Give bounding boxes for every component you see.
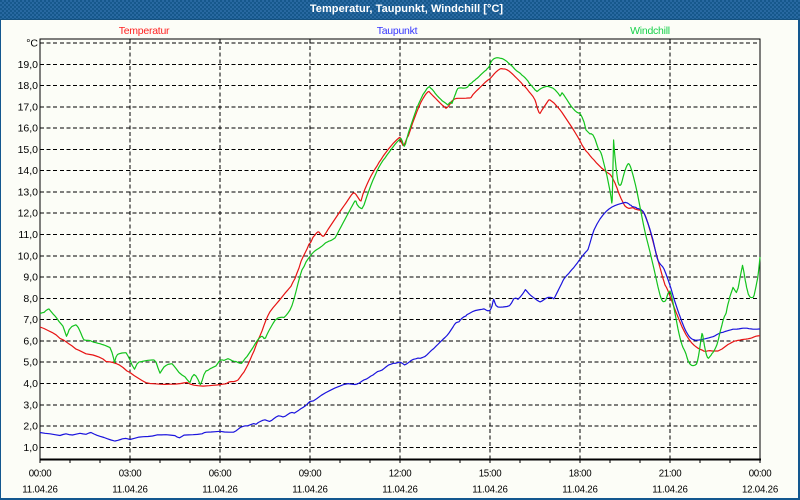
svg-text:14,0: 14,0 [18,165,39,177]
svg-text:12,0: 12,0 [18,208,39,220]
svg-text:17,0: 17,0 [18,101,39,113]
svg-text:12:00: 12:00 [389,469,412,480]
svg-text:16,0: 16,0 [18,123,39,135]
svg-text:21:00: 21:00 [659,469,682,480]
svg-text:11.04.26: 11.04.26 [292,485,327,496]
svg-text:6,0: 6,0 [23,335,38,347]
svg-text:15,0: 15,0 [18,144,39,156]
svg-text:18:00: 18:00 [569,469,592,480]
svg-text:11.04.26: 11.04.26 [472,485,507,496]
svg-text:4,0: 4,0 [23,378,38,390]
svg-text:00:00: 00:00 [29,469,52,480]
svg-text:11.04.26: 11.04.26 [652,485,687,496]
svg-text:°C: °C [26,38,38,50]
svg-text:11.04.26: 11.04.26 [202,485,237,496]
svg-text:11.04.26: 11.04.26 [562,485,597,496]
svg-text:03:00: 03:00 [119,469,142,480]
svg-text:10,0: 10,0 [18,250,39,262]
svg-text:2,0: 2,0 [23,421,38,433]
svg-text:11.04.26: 11.04.26 [22,485,57,496]
svg-text:9,0: 9,0 [23,272,38,284]
svg-text:11.04.26: 11.04.26 [112,485,147,496]
svg-text:5,0: 5,0 [23,357,38,369]
svg-text:13,0: 13,0 [18,187,39,199]
svg-text:15:00: 15:00 [479,469,502,480]
svg-text:11,0: 11,0 [18,229,38,241]
svg-text:7,0: 7,0 [23,314,38,326]
svg-text:11.04.26: 11.04.26 [382,485,417,496]
svg-text:8,0: 8,0 [23,293,38,305]
svg-text:06:00: 06:00 [209,469,232,480]
svg-text:12.04.26: 12.04.26 [742,485,778,496]
svg-text:3,0: 3,0 [23,399,38,411]
svg-text:09:00: 09:00 [299,469,322,480]
svg-text:18,0: 18,0 [18,80,39,92]
svg-text:00:00: 00:00 [749,469,772,480]
svg-text:19,0: 19,0 [18,59,39,71]
svg-text:1,0: 1,0 [23,442,38,454]
